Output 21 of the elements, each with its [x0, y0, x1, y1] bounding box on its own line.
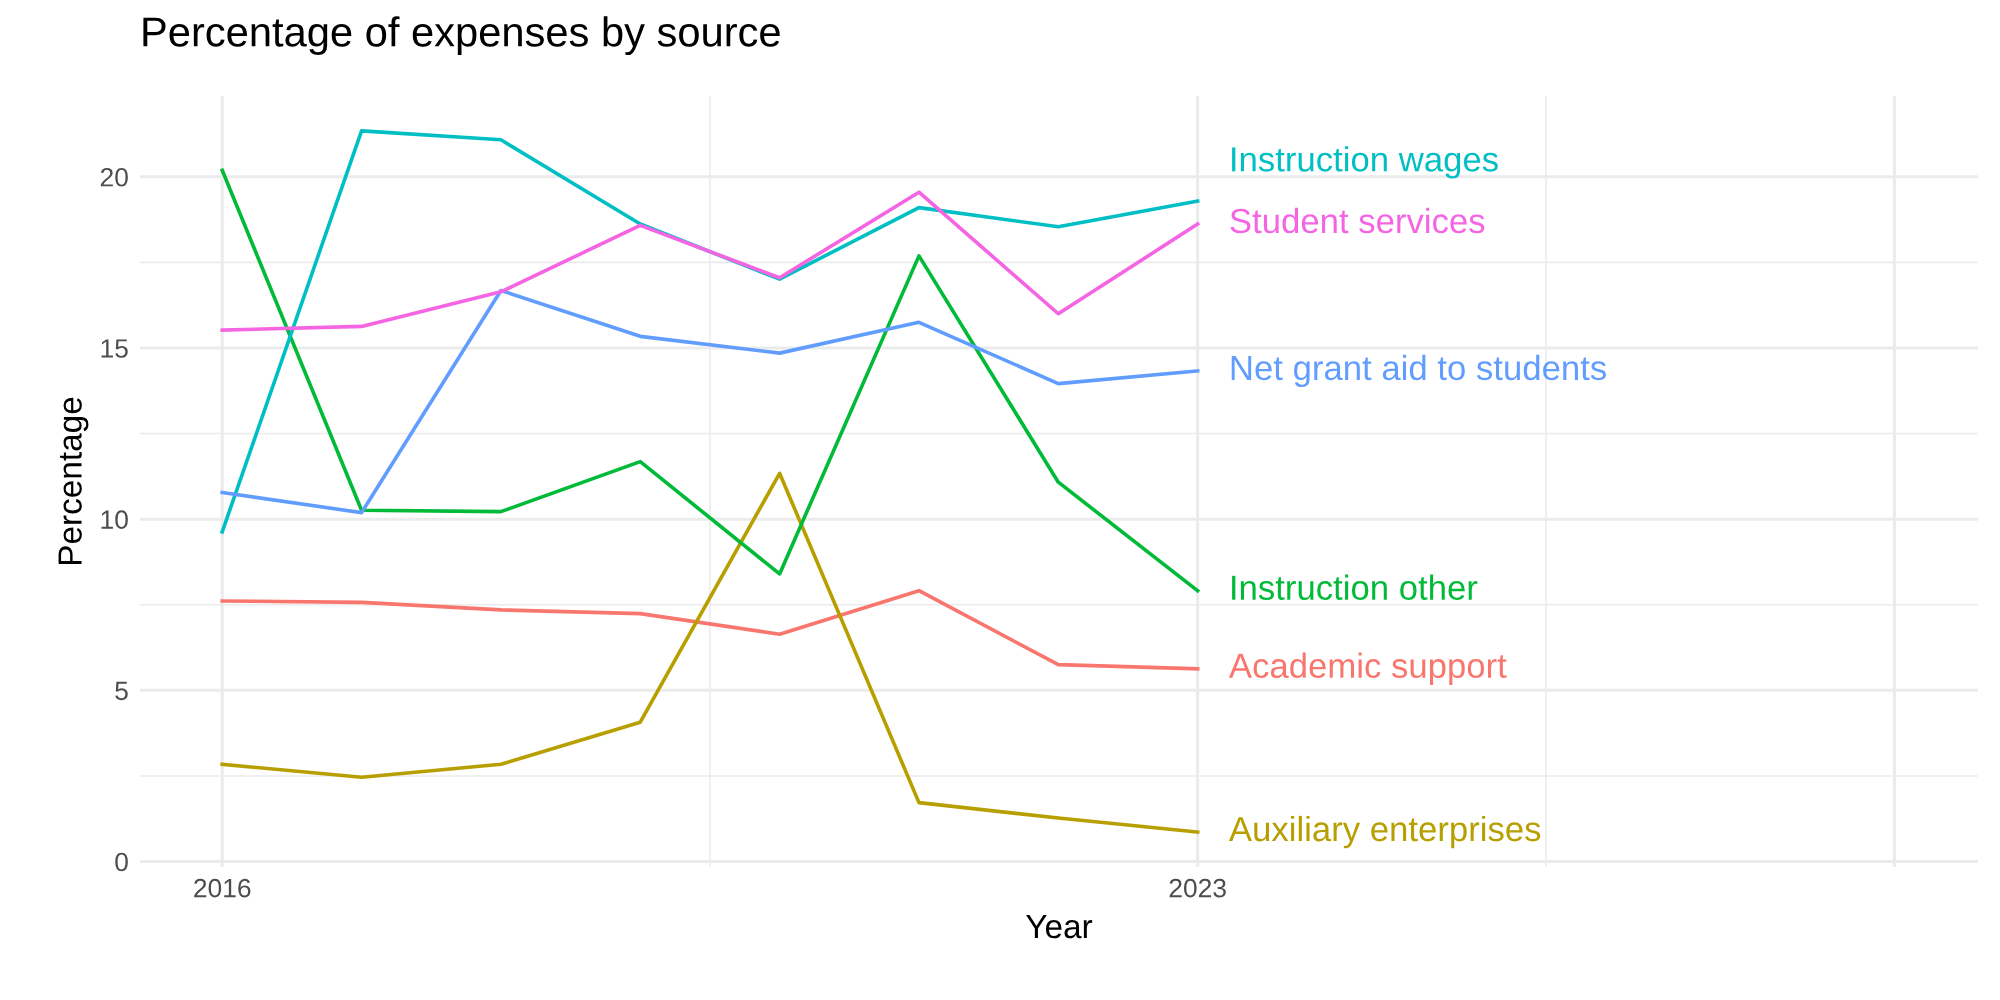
series-label: Academic support [1228, 652, 1507, 685]
y-tick-label: 0 [115, 852, 128, 872]
line-series [220, 588, 1200, 671]
series-label: Net grant aid to students [1231, 354, 1606, 388]
series-label: Instruction other [1232, 574, 1478, 601]
x-axis-title: Year [1026, 915, 1093, 939]
series-label: Auxiliary enterprises [1228, 815, 1541, 849]
y-tick-label: 20 [100, 167, 128, 187]
y-tick-label: 5 [115, 681, 128, 701]
line-series [220, 190, 1200, 332]
chart-title: Percentage of expenses by source [143, 16, 780, 55]
line-series [220, 168, 1200, 593]
y-axis-title: Percentage [58, 397, 89, 565]
x-tick-label: 2016 [194, 878, 251, 898]
line-series [220, 288, 1200, 515]
y-tick-label: 15 [101, 339, 128, 358]
series-label: Instruction wages [1232, 146, 1498, 179]
line-series [220, 471, 1200, 834]
x-tick-label: 2023 [1169, 878, 1226, 898]
series-label: Student services [1230, 207, 1485, 234]
y-tick-label: 10 [101, 510, 128, 529]
